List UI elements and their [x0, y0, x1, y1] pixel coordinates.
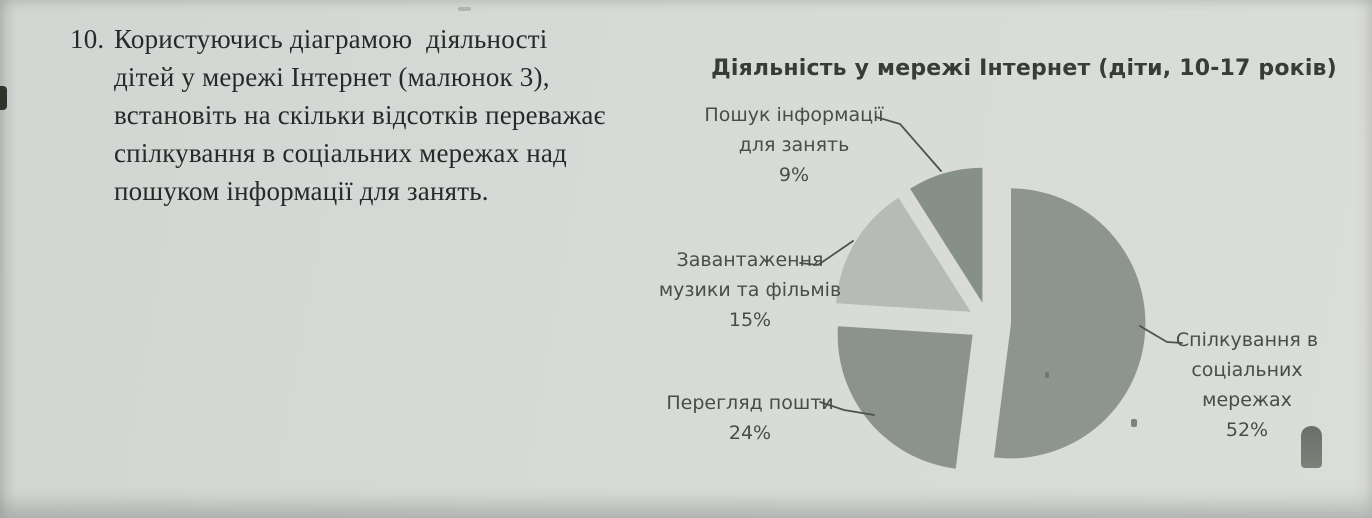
- callout-value: 15%: [728, 309, 772, 331]
- pie-slices: [836, 167, 1146, 469]
- leader-line-1: [799, 240, 854, 266]
- callout-line: Перегляд пошти: [666, 392, 834, 414]
- callout-value: 9%: [778, 164, 810, 186]
- question-block: 10. Користуючись діаграмою діяльності ді…: [70, 20, 680, 210]
- callout-poshuk-informatsii: Пошук інформації для занять 9%: [704, 100, 883, 190]
- callout-zavantazhennia: Завантаження музики та фільмів 15%: [659, 245, 841, 335]
- callout-line: музики та фільмів: [658, 279, 842, 301]
- leader-line-2: [819, 401, 875, 416]
- callout-line: Спілкування в: [1175, 329, 1319, 351]
- question-line: встановіть на скільки відсотків переважа…: [114, 100, 606, 130]
- question-line: пошуком інформації для занять.: [114, 176, 489, 206]
- callout-perehliad-poshty: Перегляд пошти 24%: [666, 388, 833, 448]
- question-line: дітей у мережі Інтернет (малюнок 3),: [114, 62, 550, 92]
- callout-line: мережах: [1202, 389, 1292, 411]
- question-text: Користуючись діаграмою діяльності дітей …: [114, 20, 680, 210]
- question-line: спілкування в соціальних мережах над: [114, 138, 567, 168]
- pie-slice-3: [910, 167, 983, 303]
- question-line: Користуючись діаграмою діяльності: [114, 24, 548, 54]
- pie-slice-1: [837, 326, 973, 469]
- question-number: 10.: [70, 24, 105, 54]
- callout-line: соціальних: [1191, 359, 1303, 381]
- callout-spilkuvannia: Спілкування в соціальних мережах 52%: [1176, 325, 1318, 445]
- callout-value: 52%: [1225, 419, 1269, 441]
- callout-line: для занять: [738, 134, 850, 156]
- callout-line: Завантаження: [676, 249, 824, 271]
- callout-value: 24%: [728, 422, 772, 444]
- pie-slice-0: [994, 188, 1146, 459]
- chart-title: Діяльність у мережі Інтернет (діти, 10-1…: [711, 56, 1337, 81]
- leader-line-0: [875, 116, 942, 172]
- pie-slice-2: [836, 197, 971, 312]
- leader-line-3: [1139, 325, 1183, 344]
- leader-lines: [799, 116, 1183, 416]
- callout-line: Пошук інформації: [704, 104, 884, 126]
